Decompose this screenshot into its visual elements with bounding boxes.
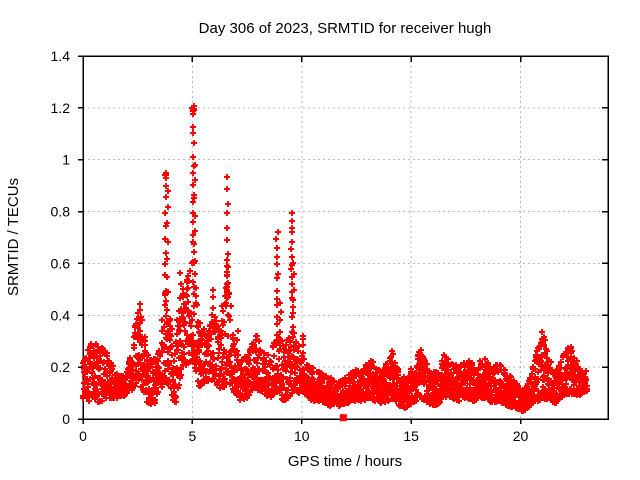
scatter-points-path	[80, 103, 590, 414]
x-tick-label: 0	[79, 428, 87, 444]
y-tick-label: 1.2	[51, 100, 71, 116]
grid-lines	[83, 56, 608, 419]
y-tick-label: 0.6	[51, 255, 71, 271]
x-tick-label: 10	[294, 428, 310, 444]
y-tick-label: 0.4	[51, 307, 71, 323]
tick-labels: 0 5 10 15 20 0 0.2 0.4 0.6 0.8 1 1.2 1.4	[51, 48, 529, 444]
x-tick-label: 15	[403, 428, 419, 444]
y-tick-label: 1.4	[51, 48, 71, 64]
y-tick-label: 0	[62, 411, 70, 427]
y-axis-label: SRMTID / TECUs	[5, 178, 22, 296]
plot-border	[82, 55, 609, 420]
y-tick-label: 0.2	[51, 359, 71, 375]
chart-title: Day 306 of 2023, SRMTID for receiver hug…	[199, 20, 492, 37]
scatter-points	[80, 103, 590, 422]
x-tick-label: 5	[188, 428, 196, 444]
outlier-point	[339, 414, 347, 422]
x-tick-label: 20	[513, 428, 529, 444]
x-axis-label: GPS time / hours	[288, 453, 402, 470]
y-tick-label: 0.8	[51, 204, 71, 220]
y-tick-label: 1	[62, 152, 70, 168]
